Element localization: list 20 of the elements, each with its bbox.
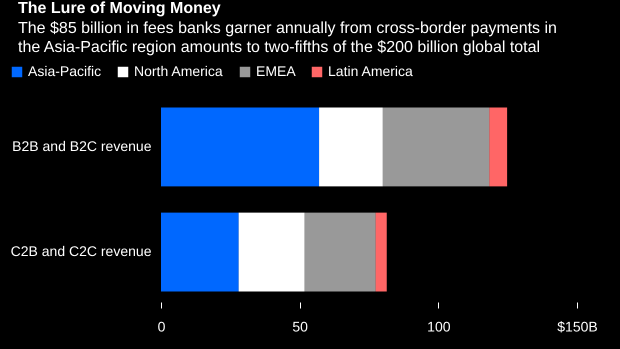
chart-title: The Lure of Moving Money xyxy=(18,0,221,17)
x-tick-label: 100 xyxy=(427,318,451,334)
legend-label: Asia-Pacific xyxy=(28,63,102,79)
bar xyxy=(319,108,383,186)
legend-label: North America xyxy=(134,63,223,79)
bar xyxy=(489,108,508,186)
bar xyxy=(382,108,490,186)
legend-label: EMEA xyxy=(256,63,296,79)
y-tick-label: B2B and B2C revenue xyxy=(12,138,152,154)
x-tick-label: 50 xyxy=(292,318,308,334)
bar xyxy=(304,212,376,292)
chart-subtitle: The $85 billion in fees banks garner annually from cross-border payments in the Asia-Pacific region amounts to two-fifths of the $200 billion global total xyxy=(18,20,557,56)
x-tick-label: 0 xyxy=(158,318,166,334)
x-tick-label: $150B xyxy=(557,318,598,334)
bar xyxy=(161,212,239,292)
legend-label: Latin America xyxy=(328,63,414,79)
y-tick-label: C2B and C2C revenue xyxy=(10,243,152,260)
bar xyxy=(238,212,305,292)
bar xyxy=(161,108,320,186)
bar xyxy=(376,212,387,292)
